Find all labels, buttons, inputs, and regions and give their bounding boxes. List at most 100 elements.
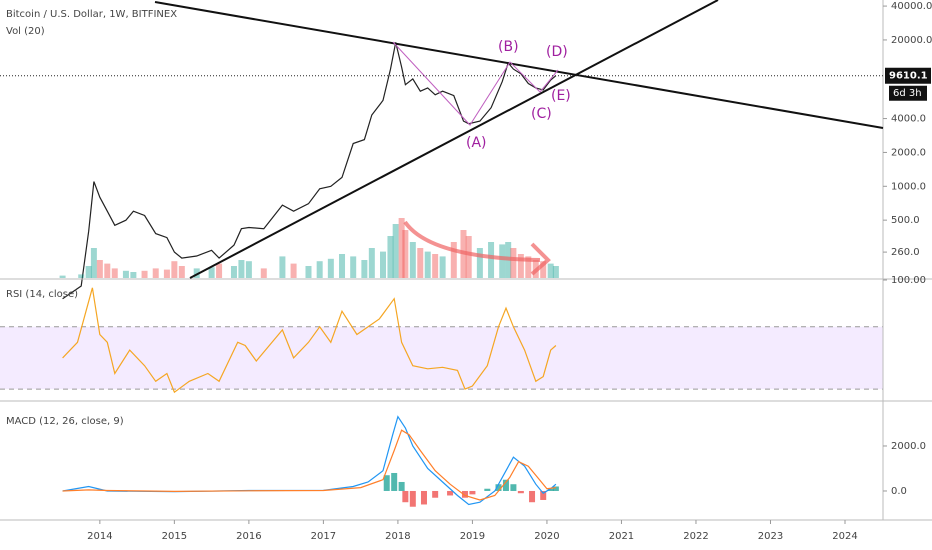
histogram-bar: [502, 479, 509, 491]
volume-title: Vol (20): [6, 26, 45, 37]
volume-bar: [130, 272, 137, 278]
histogram-bar: [484, 488, 491, 491]
annotation: (E): [551, 88, 571, 104]
y-tick-label: 20000.0: [891, 35, 932, 46]
volume-bar: [111, 268, 118, 278]
x-tick-label: 2022: [683, 531, 708, 542]
volume-bar: [398, 218, 405, 278]
volume-bar: [96, 260, 103, 278]
x-tick-label: 2024: [832, 531, 857, 542]
volume-bar: [193, 268, 200, 278]
y-tick-label: 4000.0: [891, 114, 926, 125]
volume-bar: [402, 230, 409, 278]
volume-bar: [392, 224, 399, 278]
volume-bar: [122, 270, 129, 278]
arrow-head: [530, 242, 551, 276]
x-tick-label: 2021: [609, 531, 634, 542]
volume-bar: [260, 268, 267, 278]
x-tick-label: 2023: [758, 531, 783, 542]
macd-title: MACD (12, 26, close, 9): [6, 416, 124, 427]
y-tick-label: 260.0: [891, 247, 920, 258]
volume-bar: [245, 261, 252, 278]
volume-bar: [499, 244, 506, 278]
volume-bar: [230, 266, 237, 278]
histogram-bar: [547, 488, 554, 491]
y-tick-label: 0.0: [891, 486, 907, 497]
volume-bar: [510, 248, 517, 278]
volume-bar: [547, 263, 554, 278]
macd-line: [62, 429, 556, 501]
volume-bar: [327, 258, 334, 278]
trend-line: [154, 1, 884, 129]
volume-bar: [361, 260, 368, 278]
y-tick-label: 2000.0: [891, 441, 926, 452]
plot-layer: [0, 42, 883, 507]
arrow: [403, 220, 541, 262]
volume-bar: [552, 266, 559, 278]
histogram-bar: [529, 490, 536, 503]
histogram-bar: [391, 472, 398, 491]
volume-bar: [305, 266, 312, 278]
volume-bar: [279, 256, 286, 278]
price-line: [62, 287, 557, 394]
volume-bar: [238, 260, 245, 278]
volume-bar: [90, 248, 97, 278]
x-tick-label: 2017: [311, 531, 336, 542]
y-tick-label: 40000.0: [891, 1, 932, 12]
volume-bar: [387, 236, 394, 278]
histogram-bar: [495, 484, 502, 491]
volume-bar: [417, 248, 424, 278]
annotation: (A): [466, 135, 487, 151]
y-tick-label: 100.00: [891, 275, 926, 286]
volume-bar: [525, 256, 532, 278]
histogram-bar: [461, 490, 468, 498]
annotation: (C): [531, 106, 552, 122]
rsi-band: [0, 326, 883, 390]
volume-bar: [439, 256, 446, 278]
volume-bar: [290, 263, 297, 278]
countdown-box: [889, 85, 927, 101]
histogram-bar: [540, 490, 547, 500]
volume-bar: [368, 248, 375, 278]
volume-bar: [465, 236, 472, 278]
volume-bar: [316, 261, 323, 278]
x-tick-label: 2018: [385, 531, 410, 542]
volume-bar: [424, 251, 431, 278]
last-price-box: [885, 67, 931, 84]
histogram-bar: [409, 490, 416, 507]
price-line: [62, 42, 557, 300]
volume-bar: [517, 254, 524, 278]
volume-bar: [163, 269, 170, 278]
y-tick-label: 1000.0: [891, 181, 926, 192]
histogram-bar: [517, 490, 524, 494]
annotation: (D): [546, 44, 568, 60]
volume-bar: [141, 270, 148, 278]
histogram-bar: [447, 490, 454, 496]
x-tick-label: 2014: [87, 531, 112, 542]
y-tick-label: 2000.0: [891, 147, 926, 158]
histogram-bar: [420, 490, 427, 505]
x-tick-label: 2020: [534, 531, 559, 542]
volume-bar: [432, 254, 439, 278]
volume-bar: [78, 274, 85, 278]
histogram-bar: [469, 490, 476, 495]
volume-bar: [59, 275, 66, 278]
volume-bar: [85, 266, 92, 278]
histogram-bar: [510, 484, 517, 491]
volume-bar: [339, 254, 346, 278]
volume-bar: [178, 266, 185, 278]
trend-line: [189, 0, 719, 279]
volume-bar: [171, 261, 178, 278]
last-price-label: 9610.1: [889, 71, 928, 82]
histogram-bar: [398, 481, 405, 491]
volume-bar: [152, 268, 159, 278]
volume-bar: [409, 242, 416, 278]
y-tick-label: 500.0: [891, 215, 920, 226]
annotation: (B): [498, 39, 519, 55]
wave-pattern: [392, 41, 559, 126]
volume-bar: [488, 242, 495, 278]
x-tick-label: 2015: [162, 531, 187, 542]
x-tick-label: 2019: [460, 531, 485, 542]
